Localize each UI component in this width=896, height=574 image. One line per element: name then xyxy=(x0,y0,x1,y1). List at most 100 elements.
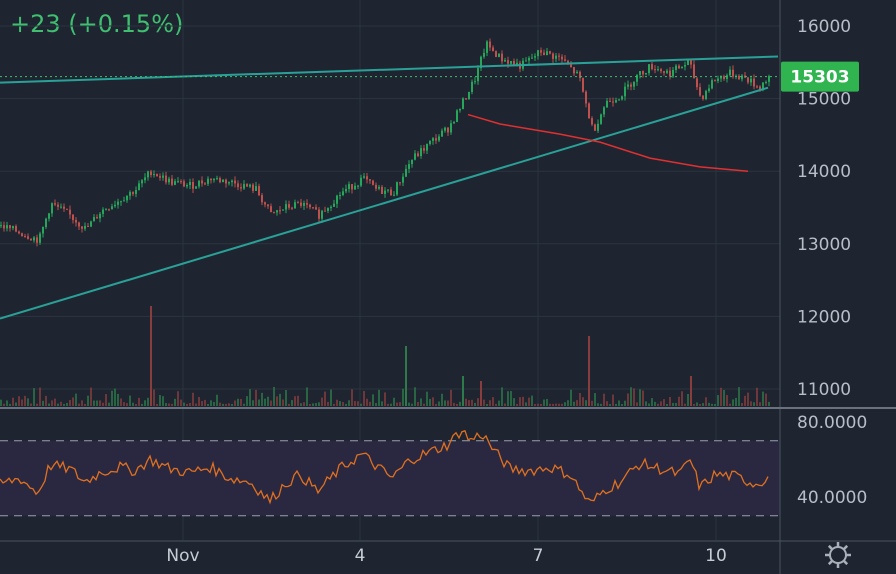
volume-bar xyxy=(651,398,653,406)
volume-bar xyxy=(219,402,221,406)
candle-body xyxy=(603,107,605,115)
candle-body xyxy=(570,64,572,68)
volume-bar xyxy=(168,403,170,406)
volume-bar xyxy=(693,403,695,406)
volume-bar xyxy=(642,390,644,406)
volume-bar xyxy=(423,403,425,406)
candle-body xyxy=(600,114,602,124)
candle-body xyxy=(147,171,149,178)
candle-body xyxy=(684,65,686,67)
candle-body xyxy=(42,227,44,234)
candle-body xyxy=(90,221,92,227)
volume-bar xyxy=(456,403,458,406)
volume-bar xyxy=(144,400,146,406)
candle-body xyxy=(33,237,35,241)
volume-bar xyxy=(594,393,596,406)
volume-bar xyxy=(471,399,473,406)
volume-bar xyxy=(177,391,179,406)
volume-bar xyxy=(60,401,62,406)
candle-body xyxy=(492,47,494,52)
volume-bar xyxy=(555,403,557,406)
candle-body xyxy=(75,220,77,223)
volume-bar xyxy=(696,402,698,406)
volume-bar xyxy=(30,403,32,406)
volume-bar xyxy=(627,393,629,406)
candle-body xyxy=(324,210,326,212)
volume-bar xyxy=(378,389,380,406)
volume-bar xyxy=(192,392,194,406)
volume-bar xyxy=(483,399,485,406)
volume-bar xyxy=(324,391,326,406)
candle-body xyxy=(60,206,62,208)
volume-bar xyxy=(387,403,389,406)
candle-body xyxy=(753,78,755,87)
volume-bar xyxy=(267,396,269,406)
volume-bar xyxy=(90,387,92,406)
candle-body xyxy=(720,76,722,79)
volume-bar xyxy=(516,403,518,406)
volume-bar xyxy=(81,400,83,406)
candle-body xyxy=(240,187,242,189)
candle-body xyxy=(381,186,383,194)
candle-body xyxy=(279,210,281,212)
candle-body xyxy=(267,204,269,207)
candle-body xyxy=(513,60,515,65)
volume-bar xyxy=(759,402,761,406)
candle-body xyxy=(21,233,23,236)
volume-bar xyxy=(123,402,125,406)
volume-bar xyxy=(204,399,206,406)
candle-body xyxy=(96,217,98,219)
volume-bar xyxy=(705,397,707,406)
candle-body xyxy=(249,184,251,187)
volume-bar xyxy=(372,394,374,406)
candle-body xyxy=(435,138,437,141)
gear-icon[interactable] xyxy=(825,542,851,568)
candle-body xyxy=(114,204,116,207)
volume-bar xyxy=(624,400,626,406)
candle-body xyxy=(546,51,548,56)
candle-body xyxy=(639,71,641,75)
candle-body xyxy=(423,148,425,151)
candle-body xyxy=(375,184,377,189)
volume-bar xyxy=(570,389,572,406)
candle-body xyxy=(63,206,65,209)
volume-bar xyxy=(612,394,614,406)
candle-body xyxy=(177,181,179,183)
volume-bar xyxy=(96,400,98,406)
candle-body xyxy=(675,65,677,70)
candle-body xyxy=(291,207,293,209)
volume-bar xyxy=(222,403,224,406)
candle-body xyxy=(525,60,527,62)
candle-body xyxy=(756,86,758,88)
support-curve xyxy=(467,113,749,172)
candle-body xyxy=(303,203,305,206)
candle-body xyxy=(738,75,740,80)
volume-bar xyxy=(228,403,230,406)
volume-bar xyxy=(435,403,437,406)
candle-body xyxy=(330,206,332,209)
candle-body xyxy=(180,181,182,183)
candle-body xyxy=(642,71,644,75)
candle-body xyxy=(258,186,260,196)
volume-bar xyxy=(468,400,470,406)
volume-bar xyxy=(24,395,26,406)
candle-body xyxy=(711,80,713,89)
volume-bar xyxy=(465,398,467,406)
volume-bar xyxy=(591,400,593,406)
candle-body xyxy=(351,184,353,190)
volume-bar xyxy=(231,403,233,406)
volume-bar xyxy=(258,399,260,406)
volume-bar xyxy=(507,391,509,406)
candle-body xyxy=(531,57,533,59)
volume-bar xyxy=(216,394,218,406)
volume-bar xyxy=(189,403,191,406)
volume-bar xyxy=(207,403,209,406)
volume-bar xyxy=(756,387,758,406)
candle-body xyxy=(765,81,767,83)
candle-body xyxy=(165,175,167,183)
trendline xyxy=(0,55,779,84)
candle-body xyxy=(246,184,248,187)
volume-bar xyxy=(111,390,113,406)
volume-bar xyxy=(300,403,302,406)
